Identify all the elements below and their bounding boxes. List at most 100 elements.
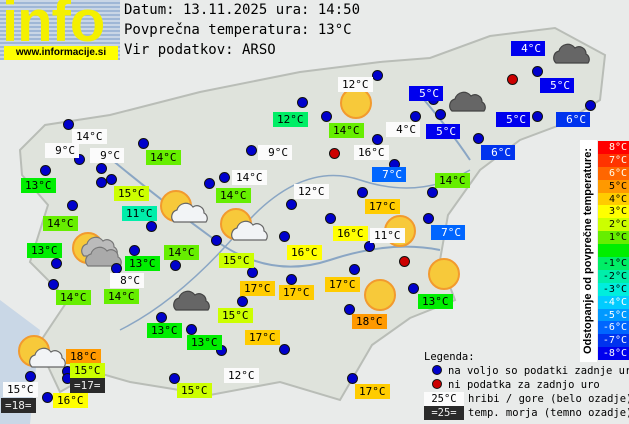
station-marker[interactable] xyxy=(169,373,180,384)
station-marker[interactable] xyxy=(349,264,360,275)
station-marker[interactable] xyxy=(364,241,375,252)
station-temperature[interactable]: 15°C xyxy=(218,308,253,323)
station-marker[interactable] xyxy=(96,163,107,174)
station-temperature[interactable]: 5°C xyxy=(540,78,574,93)
station-temperature[interactable]: 9°C xyxy=(90,148,124,163)
station-temperature[interactable]: 5°C xyxy=(426,124,460,139)
station-temperature[interactable]: 7°C xyxy=(431,225,465,240)
station-marker[interactable] xyxy=(321,111,332,122)
station-marker[interactable] xyxy=(297,97,308,108)
logo[interactable]: info www.informacije.si xyxy=(0,0,120,60)
station-temperature[interactable]: 17°C xyxy=(245,330,280,345)
station-marker-missing[interactable] xyxy=(507,74,518,85)
station-temperature[interactable]: 14°C xyxy=(232,170,267,185)
station-marker[interactable] xyxy=(216,345,227,356)
station-temperature[interactable]: 14°C xyxy=(104,289,139,304)
station-temperature[interactable]: 14°C xyxy=(329,123,364,138)
station-marker[interactable] xyxy=(286,274,297,285)
station-temperature[interactable]: 14°C xyxy=(43,216,78,231)
station-temperature[interactable]: 12°C xyxy=(294,184,329,199)
station-temperature[interactable]: 6°C xyxy=(481,145,515,160)
station-temperature[interactable]: 14°C xyxy=(56,290,91,305)
station-marker[interactable] xyxy=(129,245,140,256)
station-temperature[interactable]: 9°C xyxy=(45,143,79,158)
station-temperature[interactable]: 4°C xyxy=(511,41,545,56)
station-marker[interactable] xyxy=(63,119,74,130)
station-temperature[interactable]: =17= xyxy=(70,378,105,393)
station-temperature[interactable]: 13°C xyxy=(418,294,453,309)
station-temperature[interactable]: 11°C xyxy=(370,228,405,243)
station-marker[interactable] xyxy=(219,172,230,183)
station-marker[interactable] xyxy=(279,231,290,242)
station-marker[interactable] xyxy=(347,373,358,384)
station-temperature[interactable]: 17°C xyxy=(355,384,390,399)
station-marker-missing[interactable] xyxy=(329,148,340,159)
station-temperature[interactable]: 15°C xyxy=(114,186,149,201)
station-marker[interactable] xyxy=(532,66,543,77)
station-temperature[interactable]: 6°C xyxy=(556,112,590,127)
station-marker[interactable] xyxy=(186,324,197,335)
station-temperature[interactable]: 7°C xyxy=(372,167,406,182)
station-temperature[interactable]: 13°C xyxy=(187,335,222,350)
station-marker[interactable] xyxy=(532,111,543,122)
station-marker[interactable] xyxy=(25,371,36,382)
station-temperature[interactable]: 16°C xyxy=(354,145,389,160)
station-temperature[interactable]: 18°C xyxy=(352,314,387,329)
station-marker[interactable] xyxy=(286,199,297,210)
station-temperature[interactable]: 15°C xyxy=(177,383,212,398)
station-temperature[interactable]: 15°C xyxy=(3,382,38,397)
station-marker[interactable] xyxy=(67,200,78,211)
station-temperature[interactable]: 17°C xyxy=(325,277,360,292)
station-temperature[interactable]: 9°C xyxy=(258,145,292,160)
station-temperature[interactable]: 14°C xyxy=(72,129,107,144)
station-marker[interactable] xyxy=(372,70,383,81)
station-temperature[interactable]: 11°C xyxy=(122,206,157,221)
station-marker[interactable] xyxy=(74,154,85,165)
station-temperature[interactable]: 14°C xyxy=(435,173,470,188)
station-temperature[interactable]: 14°C xyxy=(146,150,181,165)
station-marker[interactable] xyxy=(237,296,248,307)
station-marker[interactable] xyxy=(585,100,596,111)
station-temperature[interactable]: 17°C xyxy=(279,285,314,300)
station-marker[interactable] xyxy=(427,187,438,198)
station-marker[interactable] xyxy=(473,133,484,144)
logo-url-link[interactable]: www.informacije.si xyxy=(4,46,118,60)
station-marker[interactable] xyxy=(106,174,117,185)
station-marker[interactable] xyxy=(156,312,167,323)
station-temperature[interactable]: 13°C xyxy=(21,178,56,193)
station-marker[interactable] xyxy=(211,235,222,246)
station-temperature[interactable]: 13°C xyxy=(125,256,160,271)
station-temperature[interactable]: 12°C xyxy=(338,77,373,92)
station-temperature[interactable]: 15°C xyxy=(219,253,254,268)
station-marker[interactable] xyxy=(435,109,446,120)
station-marker[interactable] xyxy=(138,138,149,149)
station-marker[interactable] xyxy=(408,283,419,294)
station-marker[interactable] xyxy=(48,279,59,290)
station-temperature[interactable]: 4°C xyxy=(386,122,420,137)
station-temperature[interactable]: 16°C xyxy=(287,245,322,260)
station-temperature[interactable]: 5°C xyxy=(409,86,443,101)
station-temperature[interactable]: 14°C xyxy=(164,245,199,260)
station-temperature[interactable]: 14°C xyxy=(216,188,251,203)
station-marker[interactable] xyxy=(170,260,181,271)
station-temperature[interactable]: 12°C xyxy=(224,368,259,383)
station-marker[interactable] xyxy=(325,213,336,224)
station-marker[interactable] xyxy=(146,221,157,232)
station-marker[interactable] xyxy=(279,344,290,355)
station-marker[interactable] xyxy=(40,165,51,176)
station-temperature[interactable]: 16°C xyxy=(333,226,368,241)
station-temperature[interactable]: =18= xyxy=(1,398,36,413)
station-marker[interactable] xyxy=(246,145,257,156)
station-temperature[interactable]: 15°C xyxy=(70,363,105,378)
station-marker[interactable] xyxy=(344,304,355,315)
station-marker[interactable] xyxy=(410,111,421,122)
station-temperature[interactable]: 16°C xyxy=(53,393,88,408)
station-marker[interactable] xyxy=(42,392,53,403)
station-marker-missing[interactable] xyxy=(399,256,410,267)
station-temperature[interactable]: 13°C xyxy=(27,243,62,258)
station-marker[interactable] xyxy=(247,267,258,278)
station-temperature[interactable]: 17°C xyxy=(365,199,400,214)
station-temperature[interactable]: 5°C xyxy=(496,112,530,127)
station-marker[interactable] xyxy=(51,258,62,269)
station-marker[interactable] xyxy=(372,134,383,145)
